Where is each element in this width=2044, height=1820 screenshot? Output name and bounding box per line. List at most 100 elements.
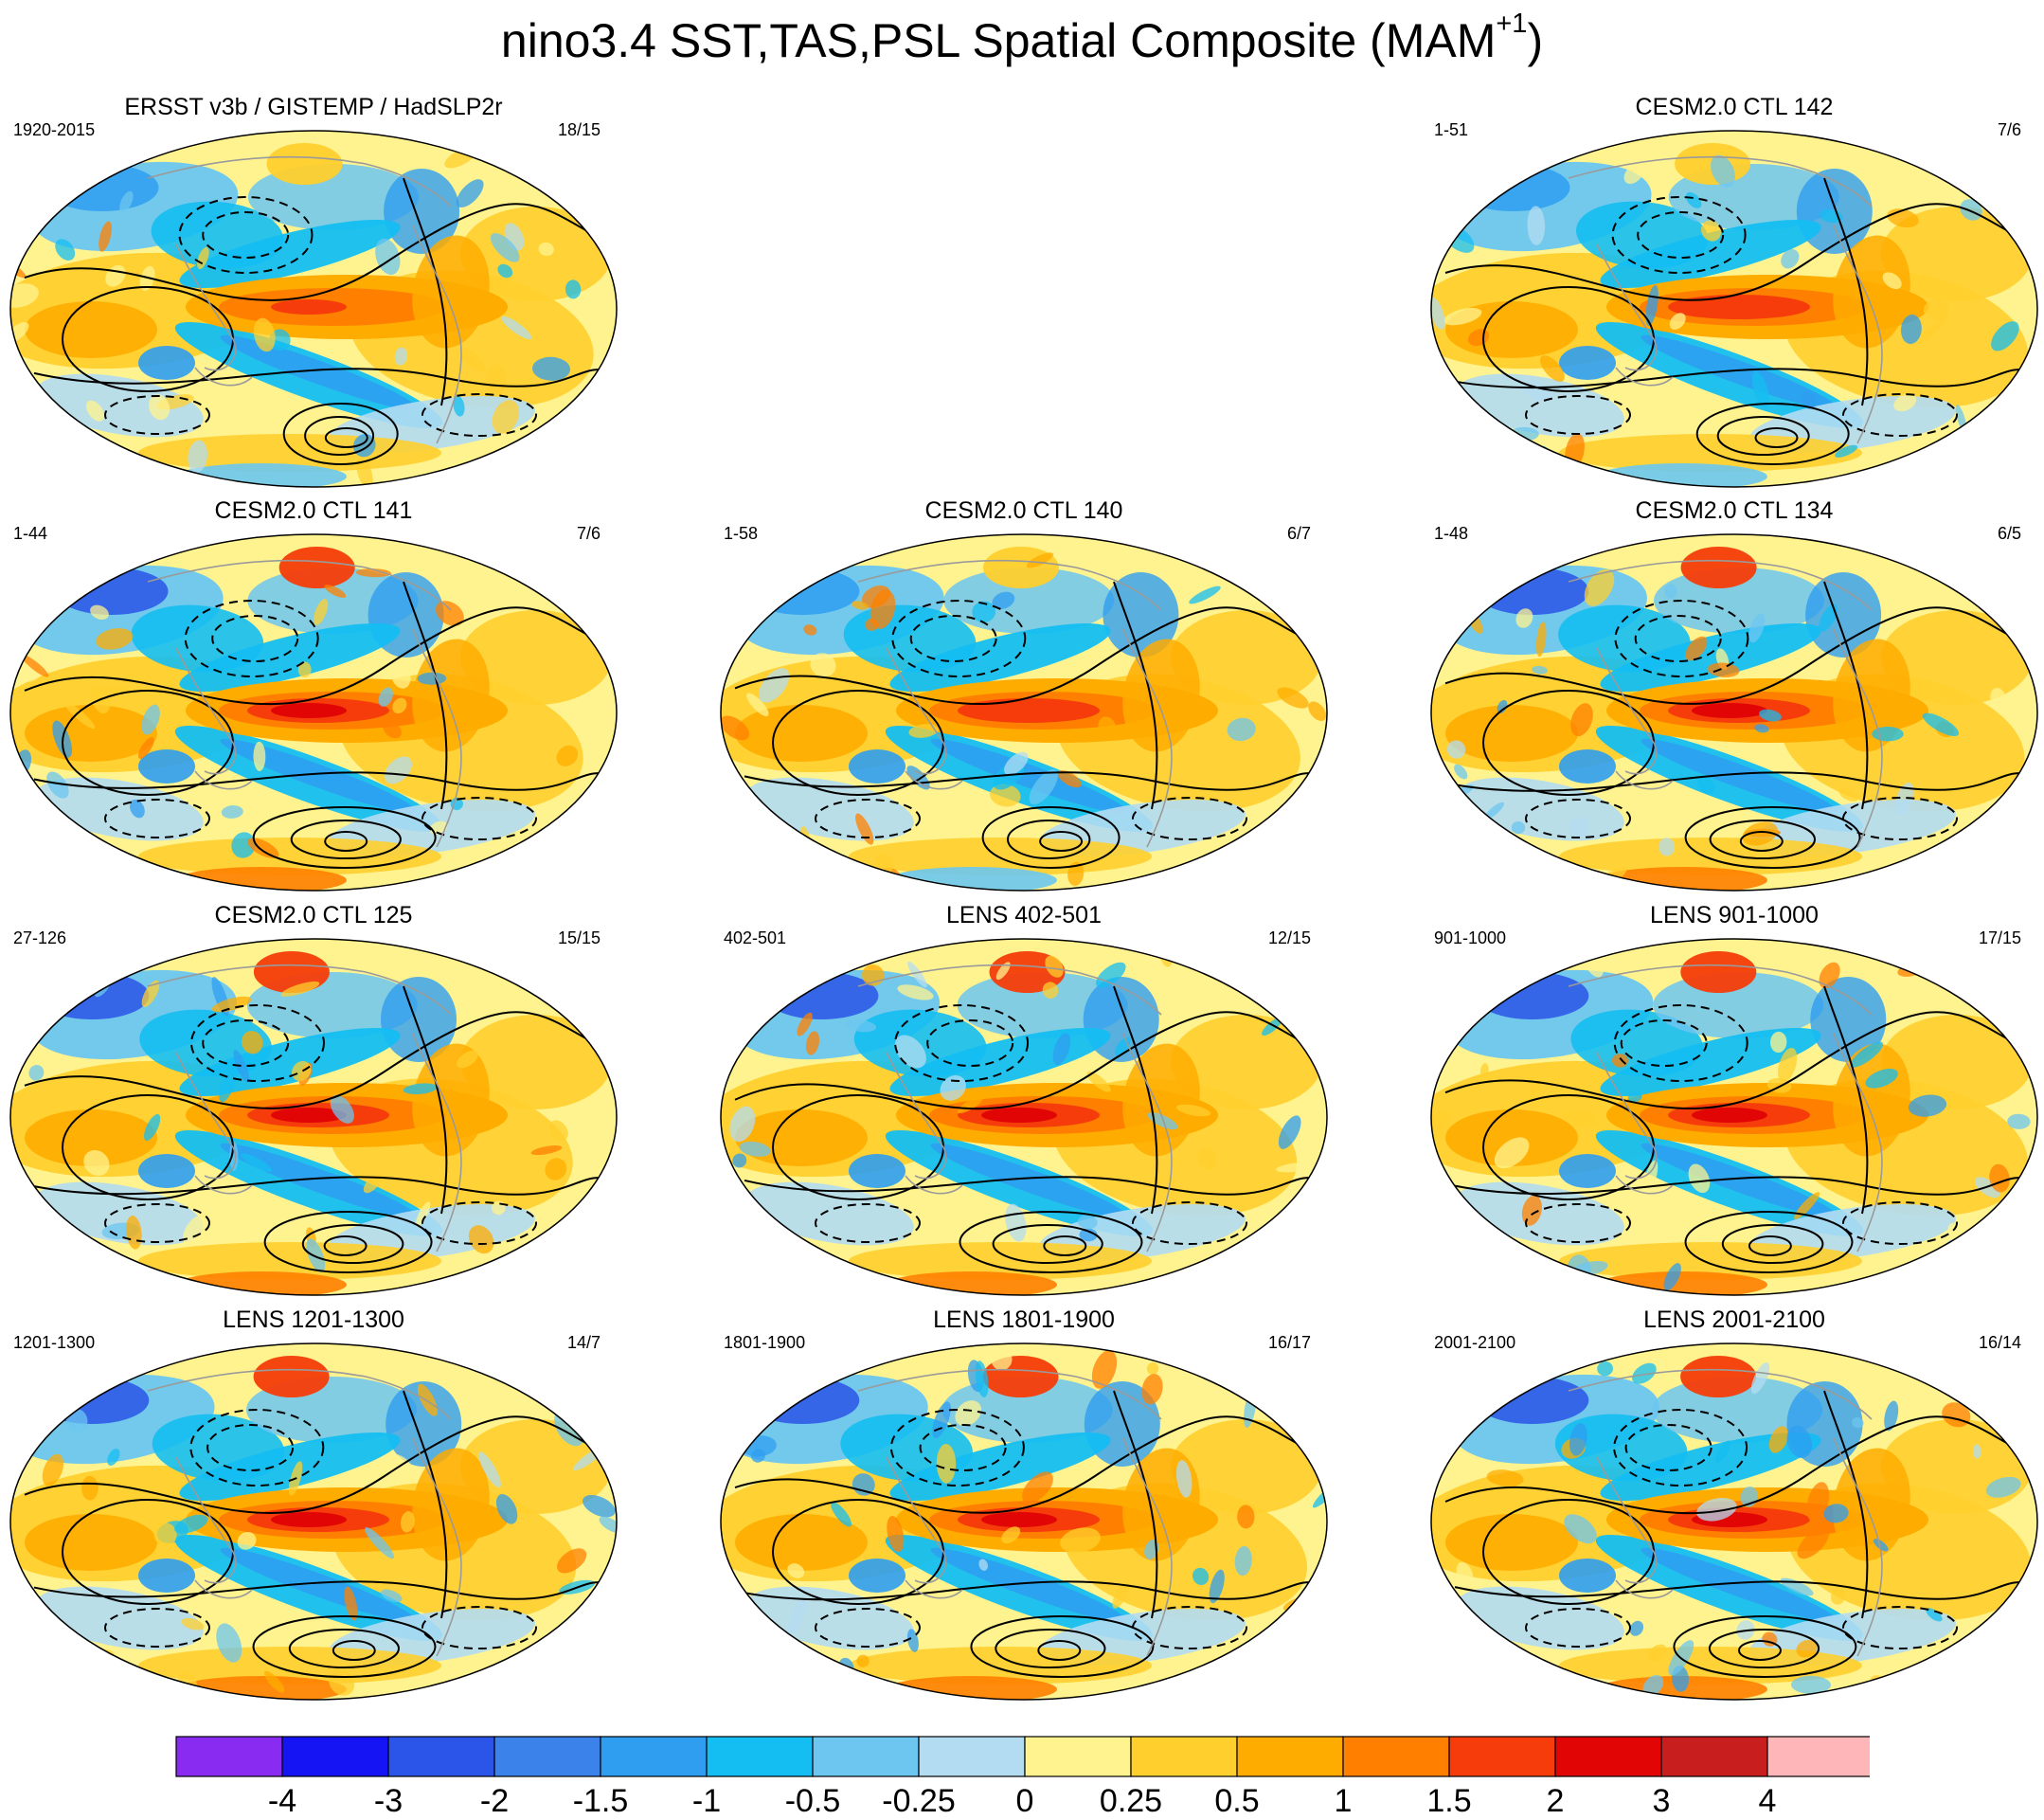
anomaly-speckle [1308, 701, 1327, 721]
psl-contour-zero [33, 1580, 613, 1600]
coastline [147, 560, 452, 611]
anomaly-speckle [1872, 726, 1904, 742]
anomaly-speckle [1227, 717, 1256, 742]
psl-contour-negative [1132, 1606, 1247, 1649]
psl-contour-zero [24, 1415, 613, 1514]
anomaly-speckle [229, 1141, 239, 1171]
psl-contour-zero [1444, 1011, 2034, 1110]
colorbar-swatch [1660, 1736, 1768, 1777]
anomaly-speckle [1751, 371, 1770, 408]
anomaly-speckle [1312, 1479, 1327, 1508]
anomaly-speckle [2031, 440, 2037, 454]
psl-contour-negative [184, 600, 319, 677]
anomaly-speckle [314, 599, 329, 625]
anomaly-speckle [1659, 838, 1676, 856]
coastline [1615, 367, 1674, 387]
anomaly-speckle [1290, 1268, 1327, 1295]
anomaly-speckle [141, 980, 160, 1007]
map-panel: LENS 2001-2100 2001-2100 16/14 [1426, 1306, 2042, 1708]
anomaly-speckle [1922, 712, 1960, 737]
psl-contour-positive [1739, 831, 1784, 852]
psl-contour-negative [894, 1004, 1030, 1082]
anomaly-speckle [1711, 154, 1735, 188]
colorbar-tick-label: -4 [268, 1783, 296, 1817]
anomaly-speckle [10, 1399, 22, 1410]
anomaly-speckle [181, 1617, 205, 1631]
psl-contour-positive [1695, 403, 1850, 465]
map-outline [9, 1342, 618, 1701]
anomaly-patch [1122, 639, 1200, 752]
anomaly-speckle [1923, 298, 1950, 320]
anomaly-speckle [814, 551, 835, 575]
anomaly-speckle [216, 1623, 242, 1663]
map-outline [9, 938, 618, 1296]
colorbar-tick-label: 1 [1335, 1783, 1353, 1817]
anomaly-speckle [810, 653, 836, 677]
anomaly-speckle [851, 601, 869, 610]
psl-contour-positive [1709, 820, 1816, 859]
psl-contour-negative [178, 196, 314, 274]
anomaly-speckle [1280, 962, 1304, 976]
colorbar-swatch [1236, 1736, 1344, 1777]
coastline [857, 964, 1162, 1016]
anomaly-speckle [453, 395, 465, 417]
anomaly-speckle [1569, 817, 1590, 838]
anomaly-speckle [137, 737, 154, 759]
anomaly-patch [381, 977, 457, 1062]
anomaly-speckle [280, 981, 320, 997]
anomaly-speckle [1754, 724, 1769, 733]
anomaly-speckle [1539, 355, 1565, 382]
psl-contour-positive [1113, 581, 1158, 810]
map-panel: ERSST v3b / GISTEMP / HadSLP2r 1920-2015 1… [6, 93, 621, 496]
anomaly-speckle [1893, 393, 1917, 412]
anomaly-speckle [211, 996, 252, 1013]
psl-contour-zero [1444, 1415, 2034, 1515]
psl-contour-positive [1113, 985, 1158, 1215]
anomaly-patch [1692, 703, 1767, 718]
psl-contour-positive [1113, 1390, 1158, 1619]
anomaly-speckle [306, 1238, 326, 1273]
psl-contour-negative [104, 1608, 210, 1648]
psl-contour-negative [1842, 797, 1958, 840]
anomaly-speckle [495, 1493, 518, 1524]
anomaly-speckle [1838, 788, 1858, 802]
coastline [412, 1033, 462, 1252]
anomaly-speckle [1234, 1545, 1252, 1577]
anomaly-speckle [38, 1373, 67, 1405]
psl-contour-positive [1039, 831, 1084, 852]
anomaly-speckle [1096, 962, 1126, 988]
anomaly-speckle [1026, 552, 1054, 568]
anomaly-speckle [1317, 1457, 1327, 1469]
anomaly-speckle [417, 672, 447, 685]
anomaly-speckle [940, 1075, 966, 1101]
colorbar-swatch [493, 1736, 601, 1777]
anomaly-speckle [1431, 297, 1445, 330]
anomaly-speckle [1759, 709, 1782, 722]
anomaly-speckle [1819, 604, 1838, 632]
anomaly-patch [1103, 572, 1179, 658]
panel-year-range: 1801-1900 [724, 1333, 806, 1352]
anomaly-speckle [1203, 537, 1240, 559]
coastline [1568, 964, 1873, 1016]
anomaly-speckle [1685, 191, 1702, 208]
psl-contour-positive [324, 427, 368, 448]
anomaly-patch [1600, 1027, 1821, 1097]
anomaly-patch [1881, 207, 2033, 301]
psl-contour-positive [324, 831, 368, 852]
anomaly-speckle [457, 1050, 478, 1069]
anomaly-speckle [1278, 1115, 1301, 1149]
psl-contour-negative [189, 1409, 325, 1487]
anomaly-patch [849, 1559, 905, 1593]
anomaly-patch [220, 1143, 417, 1218]
anomaly-patch [25, 1109, 157, 1166]
panel-event-count: 16/17 [1267, 1333, 1311, 1352]
anomaly-speckle [1511, 820, 1526, 835]
psl-contour-positive [959, 1211, 1143, 1273]
anomaly-speckle [601, 1403, 617, 1422]
anomaly-speckle [1946, 1257, 1962, 1270]
anomaly-patch [384, 169, 460, 254]
global-map [9, 1342, 618, 1701]
psl-contour-negative [1132, 1201, 1247, 1245]
anomaly-speckle [119, 190, 134, 213]
anomaly-speckle [1175, 1460, 1192, 1498]
